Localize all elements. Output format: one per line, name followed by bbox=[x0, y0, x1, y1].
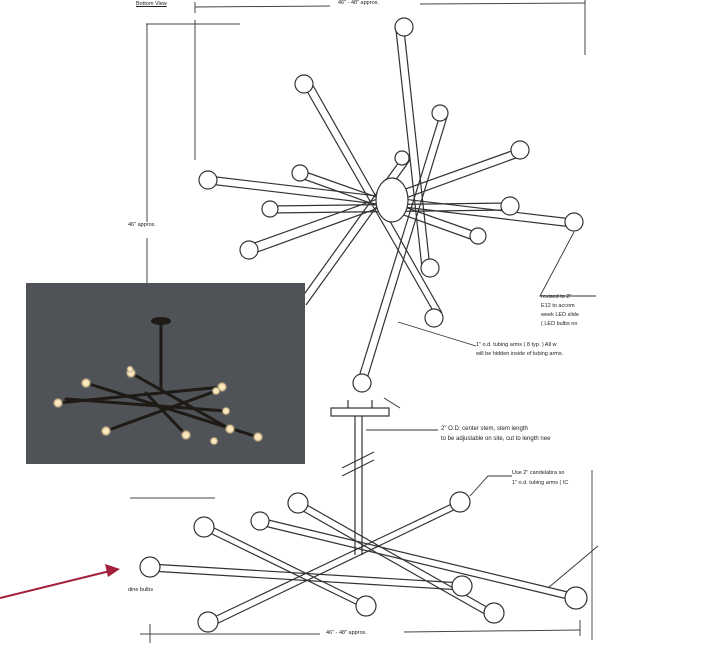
top-width-dimension: 46" - 48" approx. bbox=[338, 0, 379, 6]
candelabra-note-line2: 1" o.d. tubing arms ( IC bbox=[512, 480, 569, 486]
elevation-bulbs bbox=[139, 491, 588, 633]
tubing-note-line2: will be hidden inside of tubing arms. bbox=[476, 351, 564, 357]
bulbs-label: dine bulbs bbox=[128, 587, 154, 593]
chandelier-photo-drawing bbox=[26, 283, 305, 464]
revised-note-line3: week LED slide bbox=[541, 312, 579, 318]
canopy bbox=[330, 407, 390, 417]
center-hub bbox=[375, 177, 409, 223]
stem-note-line1: 2" O.D. center stem, stem length bbox=[441, 426, 528, 432]
bottom-width-dimension: 46" - 48" approx. bbox=[326, 630, 367, 636]
candelabra-note-line1: Use 2" candelabra so bbox=[512, 470, 565, 476]
top-dimension-line bbox=[194, 0, 586, 55]
center-stem bbox=[341, 416, 375, 555]
top-leader-lines bbox=[397, 231, 596, 347]
tubing-note-line1: 1" o.d. tubing arms ( 8 typ. ) All w bbox=[476, 342, 557, 348]
elevation-drawing bbox=[139, 397, 588, 633]
height-dimension: 46" approx. bbox=[128, 222, 156, 228]
photo-bulbs bbox=[52, 365, 264, 446]
bottom-view-bulbs bbox=[198, 17, 584, 393]
view-label: Bottom View bbox=[136, 1, 167, 7]
red-arrow bbox=[0, 564, 120, 599]
chandelier-photo bbox=[26, 283, 305, 464]
revised-note-line1: revised to 2" bbox=[541, 294, 572, 300]
bottom-dimension-line bbox=[140, 620, 581, 643]
revised-note-line4: ( LED bulbs no bbox=[541, 321, 578, 327]
bottom-view-drawing bbox=[198, 17, 584, 393]
stem-note-line2: to be adjustable on site, cut to length … bbox=[441, 436, 551, 442]
elevation-leader-lines bbox=[366, 429, 599, 589]
revised-note-line2: E12 to accom bbox=[541, 303, 575, 309]
